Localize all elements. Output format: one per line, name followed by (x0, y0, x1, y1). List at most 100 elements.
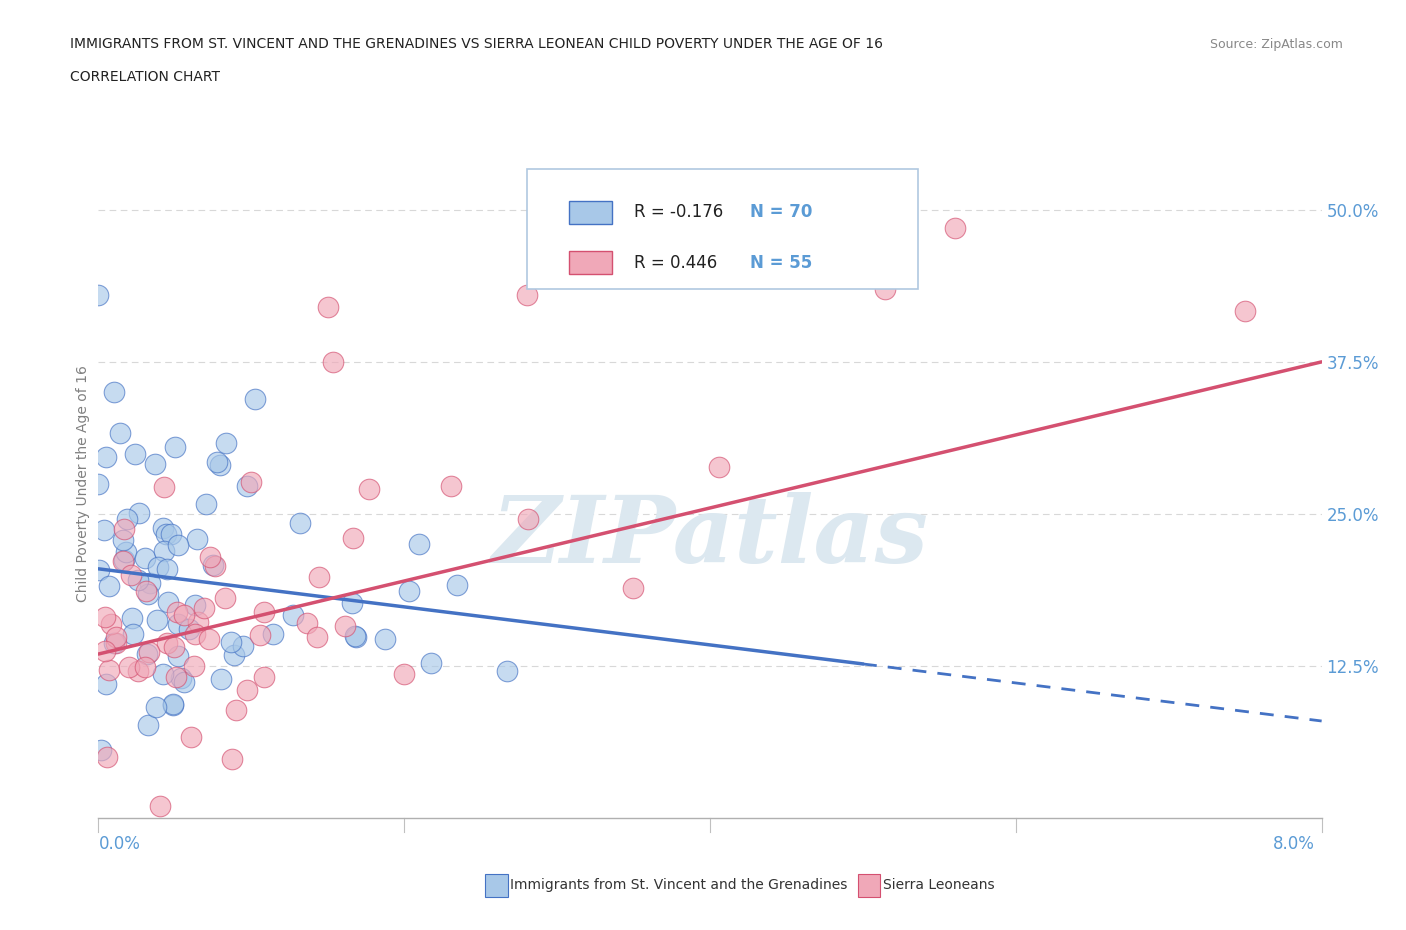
Point (165, 670, 187, 684)
Point (104, 630, 127, 644)
Point (166, 538, 188, 552)
Point (297, 616, 319, 631)
Point (162, 698, 184, 712)
Point (124, 446, 146, 461)
Point (163, 440, 186, 455)
Point (105, 635, 128, 650)
Point (135, 584, 157, 599)
Point (111, 533, 134, 548)
Point (166, 604, 188, 619)
Point (183, 598, 205, 613)
Point (333, 618, 356, 633)
Point (184, 627, 207, 642)
Point (215, 435, 238, 450)
Point (156, 595, 179, 610)
Point (167, 648, 190, 663)
Point (103, 385, 125, 400)
Point (943, 220, 966, 235)
Text: IMMIGRANTS FROM ST. VINCENT AND THE GRENADINES VS SIERRA LEONEAN CHILD POVERTY U: IMMIGRANTS FROM ST. VINCENT AND THE GREN… (70, 37, 883, 51)
FancyBboxPatch shape (526, 169, 918, 289)
Point (152, 520, 174, 535)
Point (163, 640, 186, 655)
Point (162, 697, 184, 711)
Point (166, 617, 188, 631)
Text: R = 0.446: R = 0.446 (634, 254, 733, 272)
Point (170, 671, 193, 685)
Point (146, 559, 169, 574)
Point (398, 584, 420, 599)
Point (156, 562, 179, 577)
Point (97, 578, 120, 593)
Point (96, 750, 118, 764)
Point (209, 458, 232, 472)
Point (236, 479, 259, 494)
Point (173, 607, 195, 622)
Point (224, 648, 246, 663)
Point (93, 522, 115, 537)
Point (195, 496, 218, 511)
FancyBboxPatch shape (569, 201, 612, 224)
Point (496, 663, 519, 678)
Point (103, 635, 125, 650)
Point (183, 658, 205, 673)
Point (87, 563, 110, 578)
Point (128, 505, 150, 520)
Y-axis label: Child Poverty Under the Age of 16: Child Poverty Under the Age of 16 (76, 365, 90, 602)
Point (121, 611, 143, 626)
Point (134, 659, 156, 674)
Point (316, 299, 339, 314)
Point (146, 613, 169, 628)
Point (87, 476, 110, 491)
Point (127, 663, 149, 678)
Text: 8.0%: 8.0% (1272, 835, 1315, 854)
Point (232, 639, 254, 654)
Point (187, 615, 209, 630)
Point (290, 516, 312, 531)
Point (214, 591, 236, 605)
Point (205, 454, 228, 469)
Point (153, 479, 176, 494)
Point (340, 595, 363, 610)
Point (127, 573, 149, 588)
Point (94, 610, 117, 625)
Point (87, 287, 110, 302)
Point (204, 559, 226, 574)
Point (100, 617, 122, 631)
Point (134, 551, 156, 566)
Text: Sierra Leoneans: Sierra Leoneans (883, 878, 994, 893)
Point (394, 666, 416, 681)
Point (115, 512, 138, 526)
Point (97, 663, 120, 678)
Point (186, 532, 208, 547)
Point (225, 703, 247, 718)
Point (198, 550, 221, 565)
Point (873, 281, 896, 296)
Point (155, 526, 177, 541)
Point (145, 457, 167, 472)
Point (221, 751, 243, 766)
Point (374, 631, 396, 646)
Point (122, 627, 145, 642)
Point (209, 671, 232, 686)
Point (120, 567, 142, 582)
Point (235, 683, 257, 698)
Text: N = 55: N = 55 (751, 254, 813, 272)
Point (173, 674, 195, 689)
Point (136, 587, 159, 602)
FancyBboxPatch shape (569, 251, 612, 274)
Point (136, 647, 159, 662)
Point (193, 601, 215, 616)
Point (94, 644, 117, 658)
Point (90, 742, 112, 757)
Text: ZIPatlas: ZIPatlas (492, 492, 928, 582)
Point (408, 537, 430, 551)
Point (252, 670, 274, 684)
Point (283, 608, 305, 623)
Point (308, 570, 330, 585)
Point (180, 730, 202, 745)
Text: R = -0.176: R = -0.176 (634, 204, 740, 221)
Point (159, 526, 181, 541)
Point (262, 626, 284, 641)
Point (516, 287, 538, 302)
Point (179, 622, 201, 637)
